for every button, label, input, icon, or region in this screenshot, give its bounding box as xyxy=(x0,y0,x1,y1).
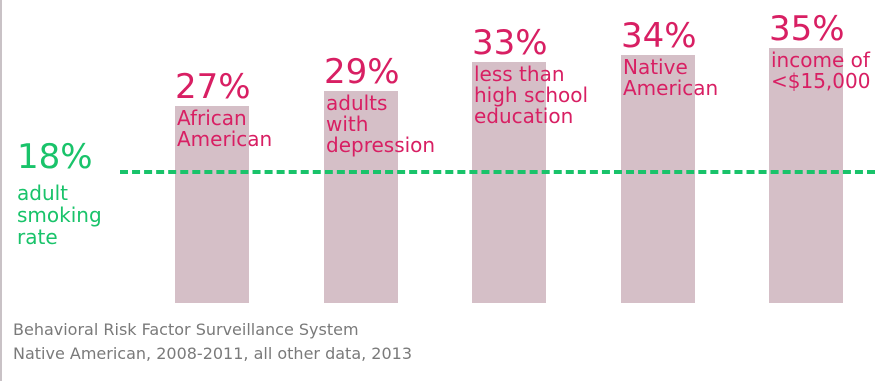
bar-value-label-4: 35% xyxy=(769,8,845,49)
bar-3 xyxy=(621,54,695,303)
source-note-line-2: Native American, 2008-2011, all other da… xyxy=(13,344,413,363)
bar-value-label-1: 29% xyxy=(324,52,400,93)
bar-category-label-0: African American xyxy=(177,105,273,151)
bar-0 xyxy=(175,105,249,303)
bar-value-label-2: 33% xyxy=(472,23,548,64)
frame-line xyxy=(0,0,2,381)
bar-category-label-4: income of <$15,000 xyxy=(771,47,871,93)
bar-category-label-2: less than high school education xyxy=(474,62,589,129)
bar-category-label-1: adults with depression xyxy=(326,91,436,158)
bar-4 xyxy=(769,47,843,303)
bar-1 xyxy=(324,91,398,303)
source-note-line-1: Behavioral Risk Factor Surveillance Syst… xyxy=(13,320,359,339)
bar-value-label-3: 34% xyxy=(621,15,697,56)
bar-value-label-0: 27% xyxy=(175,66,251,107)
reference-description-label: adult smoking rate xyxy=(17,181,102,249)
reference-value-label: 18% xyxy=(17,137,93,177)
bar-category-label-3: Native American xyxy=(623,54,719,100)
bar-2 xyxy=(472,62,546,303)
reference-line-smoking-rate xyxy=(120,170,875,174)
